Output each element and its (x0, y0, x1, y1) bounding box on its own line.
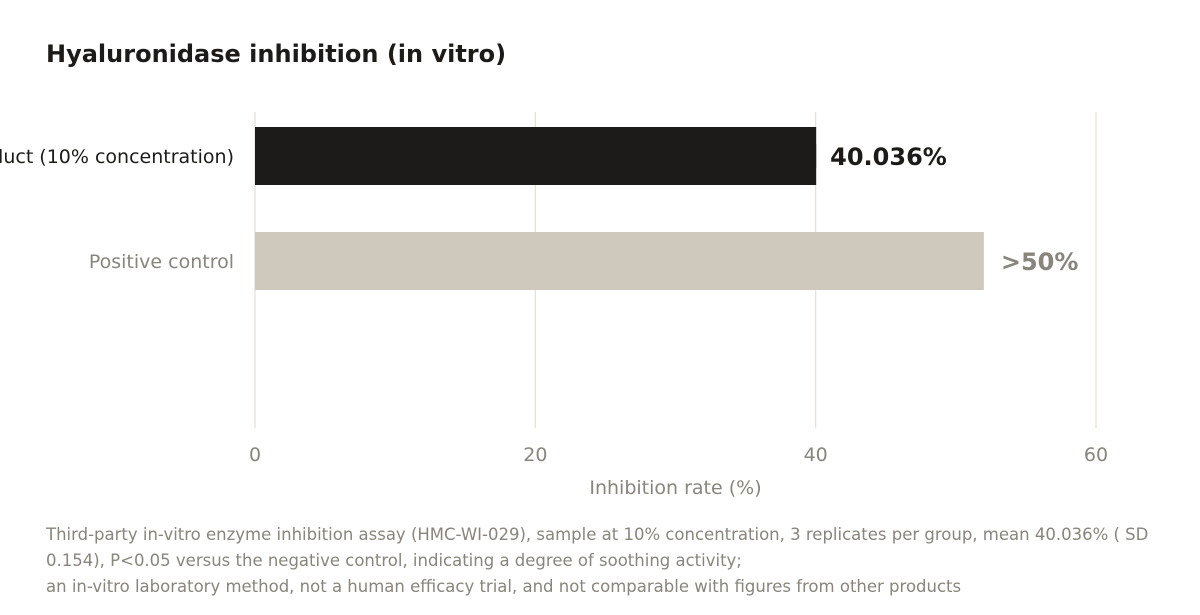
footnote: Third-party in-vitro enzyme inhibition a… (46, 522, 1166, 600)
x-axis-ticks: 0 20 40 60 (249, 444, 1108, 466)
value-label-0: 40.036% (830, 143, 947, 171)
footnote-line-2: an in-vitro laboratory method, not a hum… (46, 577, 962, 596)
x-axis-title: Inhibition rate (%) (589, 477, 761, 499)
x-tick-label-60: 60 (1084, 444, 1108, 466)
x-tick-label-20: 20 (523, 444, 547, 466)
x-tick-label-0: 0 (249, 444, 261, 466)
value-label-1: >50% (1001, 248, 1079, 276)
x-tick-label-40: 40 (804, 444, 828, 466)
bar-chart: Product (10% concentration) 40.036% Positi… (0, 112, 1108, 499)
category-label-1: Positive control (89, 251, 234, 273)
bar-0 (255, 127, 817, 185)
footnote-line-1: Third-party in-vitro enzyme inhibition a… (46, 525, 1149, 570)
bars: Product (10% concentration) 40.036% Positi… (0, 127, 1078, 290)
chart-title: Hyaluronidase inhibition (in vitro) (46, 40, 507, 68)
category-label-0: Product (10% concentration) (0, 146, 234, 168)
bar-1 (255, 232, 984, 290)
